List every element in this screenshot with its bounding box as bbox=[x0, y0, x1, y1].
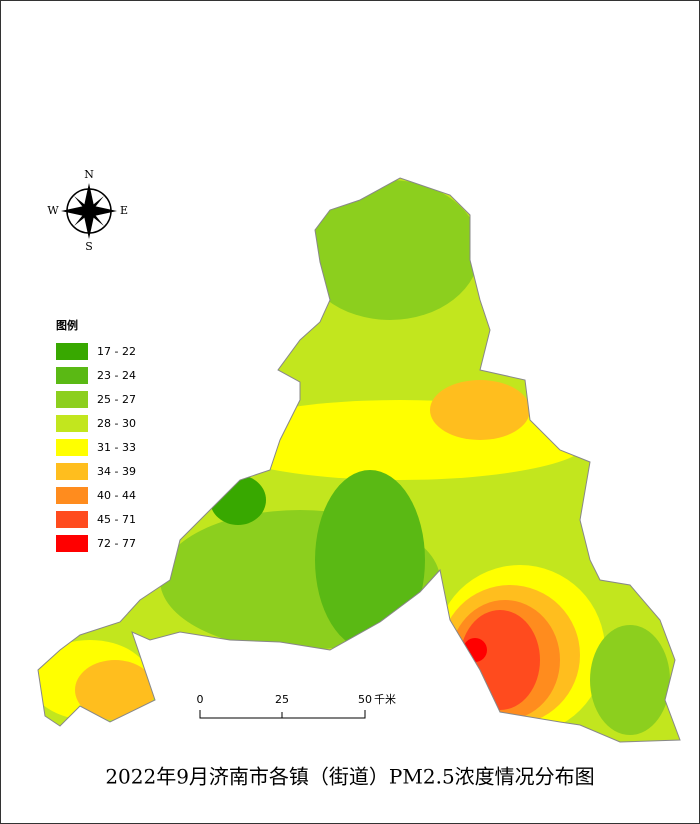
legend-label: 40 - 44 bbox=[97, 489, 136, 502]
scale-tick-label: 50 bbox=[358, 693, 372, 706]
legend-swatch bbox=[56, 535, 88, 552]
compass-west: W bbox=[47, 204, 59, 217]
compass-east: E bbox=[120, 204, 128, 217]
legend-swatch bbox=[56, 439, 88, 456]
compass-north: N bbox=[84, 168, 94, 181]
legend-swatch bbox=[56, 343, 88, 360]
legend-title: 图例 bbox=[56, 318, 78, 332]
compass: N S W E bbox=[47, 168, 128, 253]
legend-swatch bbox=[56, 463, 88, 480]
legend-label: 25 - 27 bbox=[97, 393, 136, 406]
legend-label: 28 - 30 bbox=[97, 417, 136, 430]
legend-label: 23 - 24 bbox=[97, 369, 136, 382]
legend-label: 45 - 71 bbox=[97, 513, 136, 526]
legend-swatch bbox=[56, 487, 88, 504]
legend-swatch bbox=[56, 415, 88, 432]
legend-swatch bbox=[56, 367, 88, 384]
legend-label: 34 - 39 bbox=[97, 465, 136, 478]
legend-label: 17 - 22 bbox=[97, 345, 136, 358]
scale-tick-label: 0 bbox=[197, 693, 204, 706]
scale-tick-label: 25 bbox=[275, 693, 289, 706]
legend-swatch bbox=[56, 391, 88, 408]
legend-swatch bbox=[56, 511, 88, 528]
map-title: 2022年9月济南市各镇（街道）PM2.5浓度情况分布图 bbox=[105, 765, 594, 789]
legend: 17 - 22 23 - 24 25 - 27 28 - 30 31 - 33 34 - … bbox=[56, 343, 136, 552]
compass-south: S bbox=[85, 240, 93, 253]
legend-label: 31 - 33 bbox=[97, 441, 136, 454]
legend-label: 72 - 77 bbox=[97, 537, 136, 550]
scale-unit: 千米 bbox=[374, 693, 396, 706]
scale-bar: 0 25 50 千米 bbox=[197, 693, 396, 719]
